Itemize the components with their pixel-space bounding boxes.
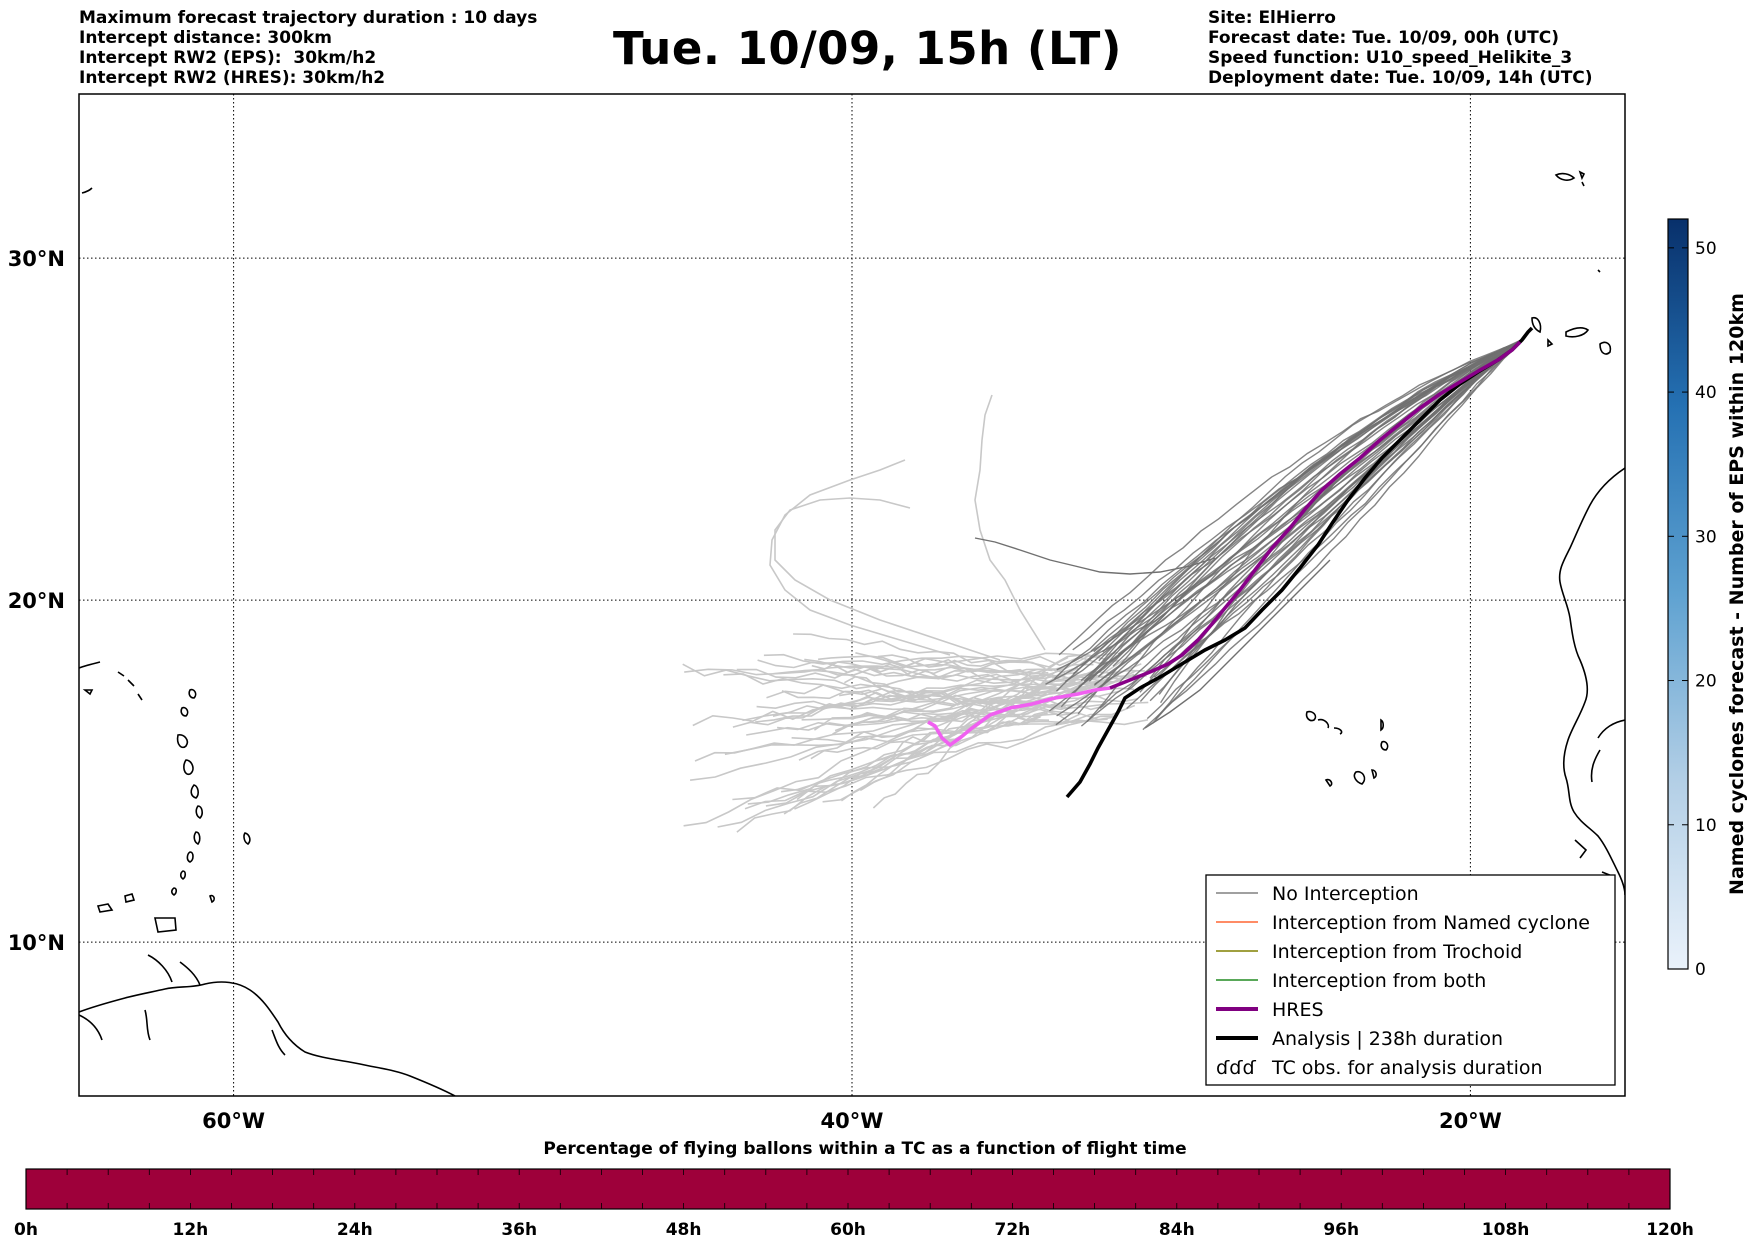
info-line: Site: ElHierro <box>1208 8 1336 28</box>
eps-trajectory-continuation <box>763 653 1120 667</box>
info-line: Speed function: U10_speed_Helikite_3 <box>1208 48 1573 68</box>
colorbar-bottom-ticks: 0h 12h 24h 36h 48h 60h 72h 84h 96h 108h 120h <box>14 1169 1694 1240</box>
colorbar-bottom-tick-label: 60h <box>830 1220 866 1240</box>
eps-trajectory-continuation <box>744 718 1108 810</box>
eps-trajectory-continuation <box>974 394 1046 651</box>
eps-trajectory-continuation <box>772 666 1066 677</box>
colorbar-bottom-tick-label: 84h <box>1159 1220 1195 1240</box>
eps-trajectory-continuation <box>842 680 1119 728</box>
legend-label: Interception from both <box>1272 970 1486 992</box>
lat-tick-label: 20°N <box>8 589 65 613</box>
info-line: Intercept distance: 300km <box>79 28 332 48</box>
eps-trajectory <box>1154 340 1521 720</box>
legend-label: TC obs. for analysis duration <box>1271 1057 1543 1079</box>
colorbar-bottom-tick-label: 0h <box>14 1220 38 1240</box>
eps-trajectory <box>1152 342 1521 724</box>
colorbar-right-ticks: 0 10 20 30 40 50 <box>1668 239 1717 980</box>
eps-trajectory <box>1139 341 1521 702</box>
eps-trajectory-continuation <box>839 689 1106 711</box>
info-line: Maximum forecast trajectory duration : 1… <box>79 8 538 28</box>
hres-trajectory <box>1109 340 1522 690</box>
eps-trajectory-continuation <box>811 659 1046 671</box>
colorbar-right-bar <box>1667 218 1689 970</box>
eps-trajectory <box>1149 341 1521 679</box>
eps-trajectory <box>1080 342 1521 727</box>
eps-trajectory-continuation <box>756 680 1100 710</box>
legend-box <box>1205 874 1616 1086</box>
colorbar-tick-label: 50 <box>1695 239 1717 259</box>
legend-label: HRES <box>1272 999 1324 1021</box>
colorbar-tick-label: 10 <box>1695 816 1717 836</box>
legend-label: No Interception <box>1272 883 1419 905</box>
legend-label: Interception from Named cyclone <box>1272 912 1590 934</box>
colorbar-bottom-tick-label: 36h <box>501 1220 537 1240</box>
colorbar-tick-label: 20 <box>1695 672 1717 692</box>
lat-tick-label: 10°N <box>8 931 65 955</box>
eps-trajectory <box>1054 339 1521 680</box>
colorbar-tick-label: 30 <box>1695 527 1717 547</box>
hres-trajectory-early <box>927 686 1111 748</box>
info-left: Maximum forecast trajectory duration : 1… <box>79 8 537 88</box>
colorbar-bottom-tick-label: 24h <box>337 1220 373 1240</box>
eps-trajectory-continuation <box>684 651 1118 676</box>
eps-trajectory-continuation <box>810 719 1050 760</box>
lat-tick-label: 30°N <box>8 247 65 271</box>
colorbar-bottom-tick-label: 108h <box>1482 1220 1530 1240</box>
page-title: Tue. 10/09, 15h (LT) <box>613 22 1122 75</box>
colorbar-bottom-bar <box>25 1168 1671 1210</box>
lon-tick-label: 40°W <box>821 1109 884 1133</box>
eps-trajectory-continuation <box>732 671 1049 728</box>
info-line: Intercept RW2 (HRES): 30km/h2 <box>79 68 386 88</box>
info-line: Intercept RW2 (EPS): 30km/h2 <box>79 48 377 68</box>
eps-trajectory-continuation <box>791 712 1117 744</box>
legend-label: Interception from Trochoid <box>1272 941 1522 963</box>
eps-trajectory <box>1102 339 1521 653</box>
eps-trajectory-continuation <box>794 672 1090 810</box>
info-right: Site: ElHierro Forecast date: Tue. 10/09… <box>1208 8 1593 88</box>
eps-trajectory <box>1146 342 1521 720</box>
lat-tick-labels: 30°N 20°N 10°N <box>8 247 65 955</box>
eps-trajectory-continuation <box>872 662 1071 809</box>
colorbar-bottom-tick-label: 96h <box>1323 1220 1359 1240</box>
eps-trajectory-continuation <box>689 674 1144 781</box>
legend: No Interception Interception from Named c… <box>1205 874 1616 1086</box>
colorbar-right: 0 10 20 30 40 50 Named cyclones forecast - Nu… <box>1667 218 1748 980</box>
coastline <box>79 170 1625 1096</box>
eps-trajectory-continuation <box>694 696 1052 762</box>
colorbar-bottom-tick-label: 12h <box>173 1220 209 1240</box>
eps-trajectory <box>1144 559 1331 729</box>
eps-trajectory-continuation <box>736 668 1091 680</box>
lon-tick-label: 20°W <box>1439 1109 1502 1133</box>
eps-trajectory-continuation <box>774 497 1001 661</box>
lon-tick-label: 60°W <box>202 1109 265 1133</box>
eps-trajectory-continuation <box>777 701 1149 731</box>
info-line: Deployment date: Tue. 10/09, 14h (UTC) <box>1208 68 1593 88</box>
colorbar-right-label: Named cyclones forecast - Number of EPS … <box>1726 293 1748 895</box>
colorbar-bottom: Percentage of flying ballons within a TC… <box>14 1139 1694 1240</box>
colorbar-bottom-tick-label: 72h <box>995 1220 1031 1240</box>
eps-trajectory-continuation <box>683 655 1089 827</box>
eps-trajectory-continuation <box>769 459 951 656</box>
tc-obs-symbol: ɗɗɗ <box>1216 1057 1256 1079</box>
eps-trajectory <box>1142 340 1521 731</box>
eps-trajectory <box>974 537 1216 575</box>
lon-tick-labels: 60°W 40°W 20°W <box>202 1109 1502 1133</box>
colorbar-bottom-tick-label: 48h <box>666 1220 702 1240</box>
eps-trajectory <box>1083 342 1521 682</box>
eps-trajectory-continuation <box>717 675 1147 828</box>
legend-label: Analysis | 238h duration <box>1272 1028 1503 1050</box>
info-line: Forecast date: Tue. 10/09, 00h (UTC) <box>1208 28 1559 48</box>
colorbar-bottom-title: Percentage of flying ballons within a TC… <box>543 1139 1186 1159</box>
colorbar-bottom-tick-label: 120h <box>1646 1220 1694 1240</box>
eps-trajectories-light <box>682 394 1149 833</box>
eps-trajectory-continuation <box>822 652 1142 803</box>
map-frame <box>78 93 1626 1097</box>
colorbar-tick-label: 40 <box>1695 383 1717 403</box>
eps-trajectory-continuation <box>732 704 1136 801</box>
colorbar-tick-label: 0 <box>1695 960 1706 980</box>
eps-trajectory-continuation <box>692 695 1054 727</box>
eps-trajectory-continuation <box>813 669 1138 731</box>
